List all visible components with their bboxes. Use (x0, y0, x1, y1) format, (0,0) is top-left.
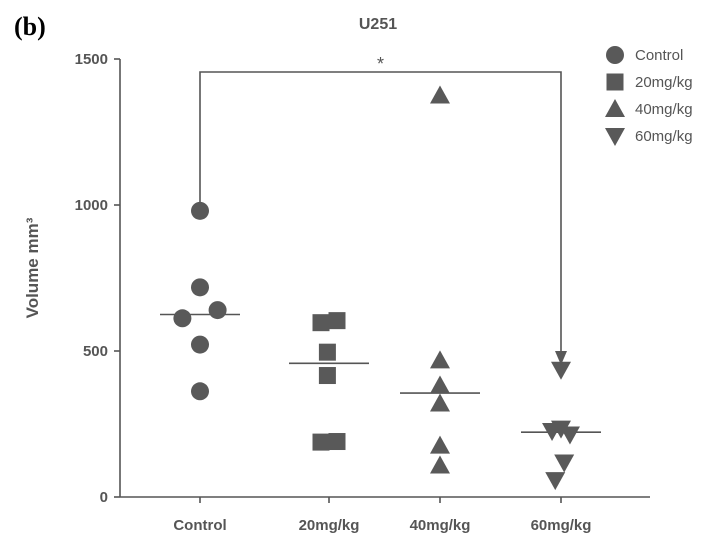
y-tick-label: 1500 (75, 51, 108, 68)
significance-annotations: * (199, 54, 567, 365)
y-ticks: 0 500 1000 1500 (75, 51, 120, 506)
data-points (173, 85, 580, 491)
legend-marker (606, 46, 624, 64)
data-point (328, 312, 346, 330)
data-point (430, 350, 450, 369)
significance-star: * (377, 54, 384, 74)
legend: Control 20mg/kg 40mg/kg 60mg/kg (605, 46, 693, 146)
x-ticks: Control 20mg/kg 40mg/kg 60mg/kg (173, 497, 591, 534)
median-lines (160, 313, 601, 433)
data-point (430, 375, 450, 394)
data-point (173, 309, 192, 328)
legend-marker (605, 99, 625, 117)
y-tick-label: 1000 (75, 197, 108, 214)
data-point (430, 85, 450, 104)
data-point (551, 361, 571, 380)
x-tick-label: Control (173, 517, 226, 534)
bracket-arrowhead (555, 351, 567, 365)
data-point (551, 420, 571, 439)
data-point (312, 433, 330, 451)
legend-label: 60mg/kg (635, 128, 693, 145)
data-point (318, 343, 336, 361)
legend-marker (606, 73, 624, 91)
data-point (430, 393, 450, 412)
data-point (312, 314, 330, 332)
y-axis-label: Volume mm³ (23, 217, 42, 318)
legend-label: 40mg/kg (635, 101, 693, 118)
data-point (191, 335, 209, 354)
y-tick-label: 0 (100, 489, 108, 506)
data-point (318, 367, 336, 385)
x-tick-label: 40mg/kg (410, 517, 471, 534)
data-point (191, 278, 209, 297)
chart-title: U251 (359, 16, 397, 33)
data-point (208, 301, 227, 320)
legend-label: 20mg/kg (635, 74, 693, 91)
data-point (430, 455, 450, 474)
legend-marker (605, 128, 625, 146)
significance-bracket (199, 71, 562, 351)
data-point (559, 426, 580, 445)
x-tick-label: 20mg/kg (299, 517, 360, 534)
data-point (430, 435, 450, 454)
data-point (191, 201, 209, 220)
data-point (554, 454, 575, 473)
panel-label: (b) (14, 12, 46, 41)
legend-label: Control (635, 47, 683, 64)
data-point (191, 382, 209, 401)
data-point (545, 472, 566, 491)
data-point (328, 433, 346, 451)
x-tick-label: 60mg/kg (531, 517, 592, 534)
y-tick-label: 500 (83, 343, 108, 360)
